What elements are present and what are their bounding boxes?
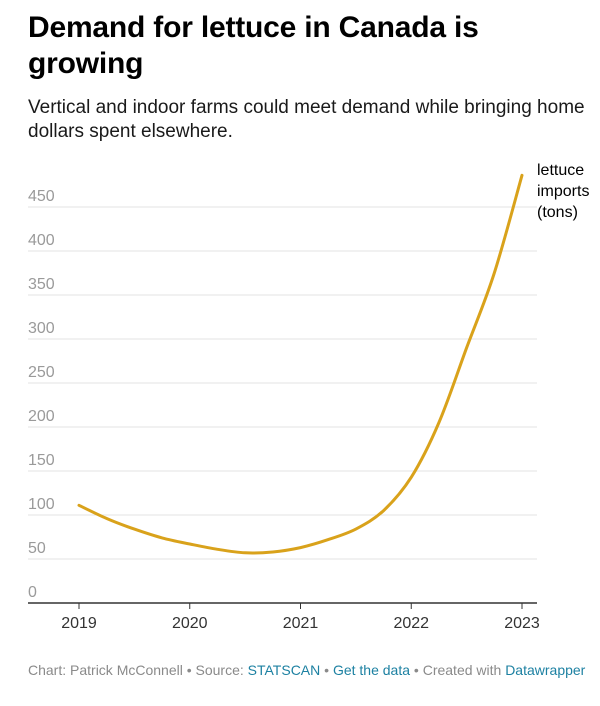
y-tick-label: 450	[28, 188, 55, 205]
chart-credit: Chart: Patrick McConnell	[28, 662, 183, 678]
source-label: Source:	[195, 662, 248, 678]
x-tick-label: 2021	[283, 615, 319, 632]
source-link[interactable]: STATSCAN	[247, 662, 321, 678]
series-label-line: lettuce	[537, 162, 584, 179]
gridlines	[28, 206, 537, 560]
y-axis: 0 50 100 150 200 250 300 350 400 450	[28, 188, 55, 601]
x-tick-label: 2022	[393, 615, 429, 632]
x-axis: 2019 2020 2021 2022 2023	[28, 602, 540, 632]
series-line-lettuce-imports	[77, 173, 524, 555]
series-label: lettuce imports (tons)	[537, 162, 589, 221]
x-tick-label: 2020	[172, 615, 208, 632]
series-layer	[77, 173, 524, 555]
y-tick-label: 100	[28, 496, 55, 513]
series-label-line: imports	[537, 183, 589, 200]
y-tick-label: 150	[28, 452, 55, 469]
y-tick-label: 350	[28, 276, 55, 293]
y-tick-label: 50	[28, 540, 46, 557]
series-label-group: lettuce imports (tons)	[537, 162, 589, 221]
footer-separator: •	[410, 662, 423, 678]
chart-title: Demand for lettuce in Canada is growing	[28, 11, 479, 80]
y-tick-label: 250	[28, 364, 55, 381]
y-tick-label: 300	[28, 320, 55, 337]
y-tick-label: 400	[28, 232, 55, 249]
chart-subtitle: Vertical and indoor farms could meet dem…	[28, 97, 585, 142]
get-data-link[interactable]: Get the data	[332, 662, 411, 678]
footer-separator: •	[320, 662, 333, 678]
created-with-label: Created with	[422, 662, 506, 678]
x-tick-label: 2023	[504, 615, 540, 632]
datawrapper-link[interactable]: Datawrapper	[505, 662, 586, 678]
footer-separator: •	[182, 662, 196, 678]
chart-footer: Chart: Patrick McConnell • Source: STATS…	[28, 660, 588, 680]
y-tick-label: 200	[28, 408, 55, 425]
series-label-line: (tons)	[537, 204, 578, 221]
x-tick-label: 2019	[61, 615, 97, 632]
y-tick-label: 0	[28, 584, 37, 601]
